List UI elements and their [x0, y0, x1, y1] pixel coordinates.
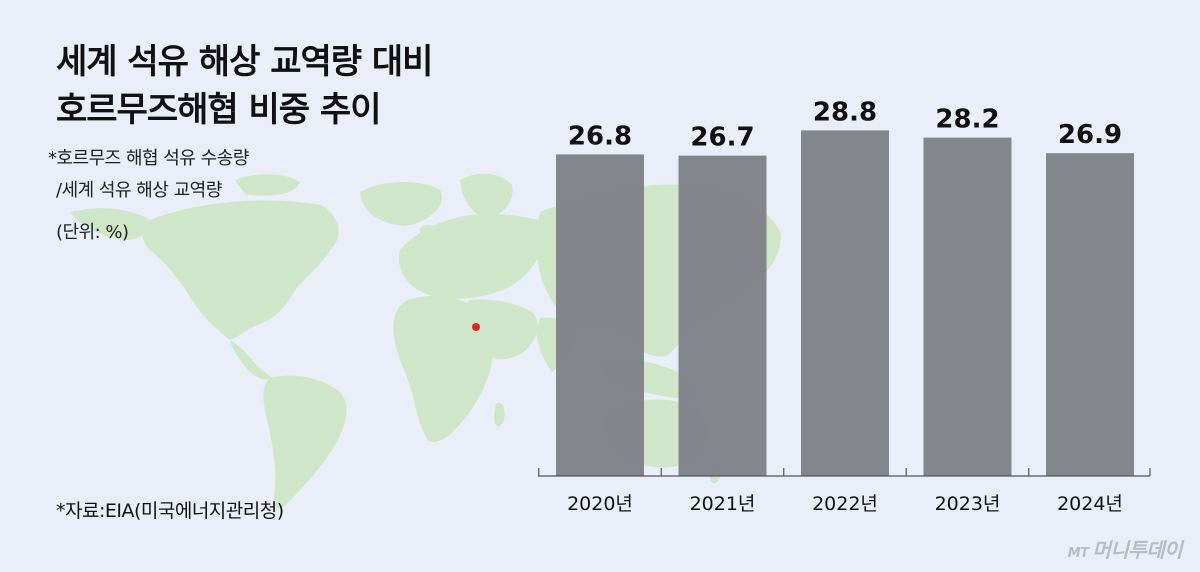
- chart-title-line-2: 호르무즈해협 비중 추이: [56, 90, 381, 130]
- category-label: 2022년: [812, 493, 878, 515]
- bar: [801, 130, 889, 476]
- category-label: 2021년: [690, 493, 756, 515]
- bar-value-label: 28.2: [935, 105, 999, 135]
- category-label-group: 2020년 2021년 2022년 2023년 2024년: [567, 493, 1123, 515]
- definition-note-line-1: *호르무즈 해협 석유 수송량: [48, 148, 249, 169]
- value-label-group: 26.8 26.7 28.8 28.2 26.9: [568, 97, 1122, 152]
- category-label: 2020년: [567, 493, 633, 515]
- bar: [678, 155, 767, 476]
- bar-value-label: 28.8: [813, 97, 877, 127]
- category-label: 2024년: [1057, 493, 1123, 515]
- bar-value-label: 26.9: [1058, 120, 1122, 150]
- chart-title-line-1: 세계 석유 해상 교역량 대비: [56, 42, 433, 82]
- bar-group: [556, 130, 1134, 476]
- brand-name: 머니투데이: [1092, 538, 1183, 562]
- bar-value-label: 26.8: [568, 121, 632, 151]
- unit-label: (단위: %): [56, 222, 129, 243]
- bar: [1046, 153, 1134, 476]
- source-note: *자료:EIA(미국에너지관리청): [56, 500, 284, 522]
- category-label: 2023년: [935, 493, 1001, 515]
- bar-value-label: 26.7: [690, 123, 754, 153]
- strait-of-hormuz-marker: [472, 323, 480, 331]
- x-axis: [538, 468, 1151, 477]
- brand-mt-mark: MT: [1067, 546, 1089, 561]
- chart-title: 세계 석유 해상 교역량 대비 호르무즈해협 비중 추이: [56, 38, 433, 134]
- brand-logo: MT 머니투데이: [1067, 534, 1183, 563]
- bar: [556, 154, 644, 476]
- definition-note-line-2: /세계 석유 해상 교역량: [56, 180, 222, 201]
- world-map-illustration: [70, 173, 781, 509]
- bar: [923, 137, 1012, 476]
